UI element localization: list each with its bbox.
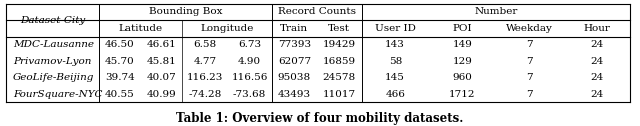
Text: Privamov-Lyon: Privamov-Lyon — [13, 57, 91, 66]
Text: 40.55: 40.55 — [105, 90, 135, 99]
Text: Weekday: Weekday — [506, 24, 553, 33]
Text: 58: 58 — [388, 57, 402, 66]
Text: Hour: Hour — [584, 24, 610, 33]
Text: 7: 7 — [526, 90, 533, 99]
Text: GeoLife-Beijing: GeoLife-Beijing — [13, 73, 94, 82]
Text: 24: 24 — [590, 90, 604, 99]
Text: Dataset-City: Dataset-City — [20, 16, 85, 25]
Text: 6.73: 6.73 — [238, 40, 261, 49]
Text: -74.28: -74.28 — [188, 90, 221, 99]
Text: 116.23: 116.23 — [187, 73, 223, 82]
Text: 149: 149 — [452, 40, 472, 49]
Text: 4.90: 4.90 — [238, 57, 261, 66]
Text: 95038: 95038 — [278, 73, 311, 82]
Text: 45.70: 45.70 — [105, 57, 135, 66]
Text: 40.99: 40.99 — [147, 90, 177, 99]
Text: 16859: 16859 — [323, 57, 356, 66]
Text: 7: 7 — [526, 73, 533, 82]
Text: 39.74: 39.74 — [105, 73, 135, 82]
Text: 6.58: 6.58 — [193, 40, 216, 49]
Text: Bounding Box: Bounding Box — [149, 7, 222, 16]
Text: Record Counts: Record Counts — [278, 7, 356, 16]
Text: User ID: User ID — [375, 24, 415, 33]
Text: 45.81: 45.81 — [147, 57, 177, 66]
Text: 7: 7 — [526, 40, 533, 49]
Text: POI: POI — [452, 24, 472, 33]
Text: 24578: 24578 — [323, 73, 356, 82]
Text: Table 1: Overview of four mobility datasets.: Table 1: Overview of four mobility datas… — [176, 112, 464, 125]
Text: Latitude: Latitude — [119, 24, 163, 33]
Text: 7: 7 — [526, 57, 533, 66]
Text: 24: 24 — [590, 73, 604, 82]
Text: 77393: 77393 — [278, 40, 311, 49]
Text: 143: 143 — [385, 40, 405, 49]
Text: 145: 145 — [385, 73, 405, 82]
Text: FourSquare-NYC: FourSquare-NYC — [13, 90, 102, 99]
Text: Test: Test — [328, 24, 350, 33]
Text: 19429: 19429 — [323, 40, 356, 49]
Text: 466: 466 — [385, 90, 405, 99]
Text: Longitude: Longitude — [200, 24, 254, 33]
Text: 129: 129 — [452, 57, 472, 66]
Text: 1712: 1712 — [449, 90, 476, 99]
Text: MDC-Lausanne: MDC-Lausanne — [13, 40, 94, 49]
Text: 960: 960 — [452, 73, 472, 82]
Text: 11017: 11017 — [323, 90, 356, 99]
Text: 4.77: 4.77 — [193, 57, 216, 66]
Text: 40.07: 40.07 — [147, 73, 177, 82]
Text: 43493: 43493 — [278, 90, 311, 99]
Text: 24: 24 — [590, 40, 604, 49]
Text: -73.68: -73.68 — [233, 90, 266, 99]
Text: 24: 24 — [590, 57, 604, 66]
Text: 46.61: 46.61 — [147, 40, 177, 49]
Text: 62077: 62077 — [278, 57, 311, 66]
Text: 46.50: 46.50 — [105, 40, 135, 49]
Text: 116.56: 116.56 — [232, 73, 268, 82]
Text: Number: Number — [474, 7, 518, 16]
Text: Train: Train — [280, 24, 308, 33]
